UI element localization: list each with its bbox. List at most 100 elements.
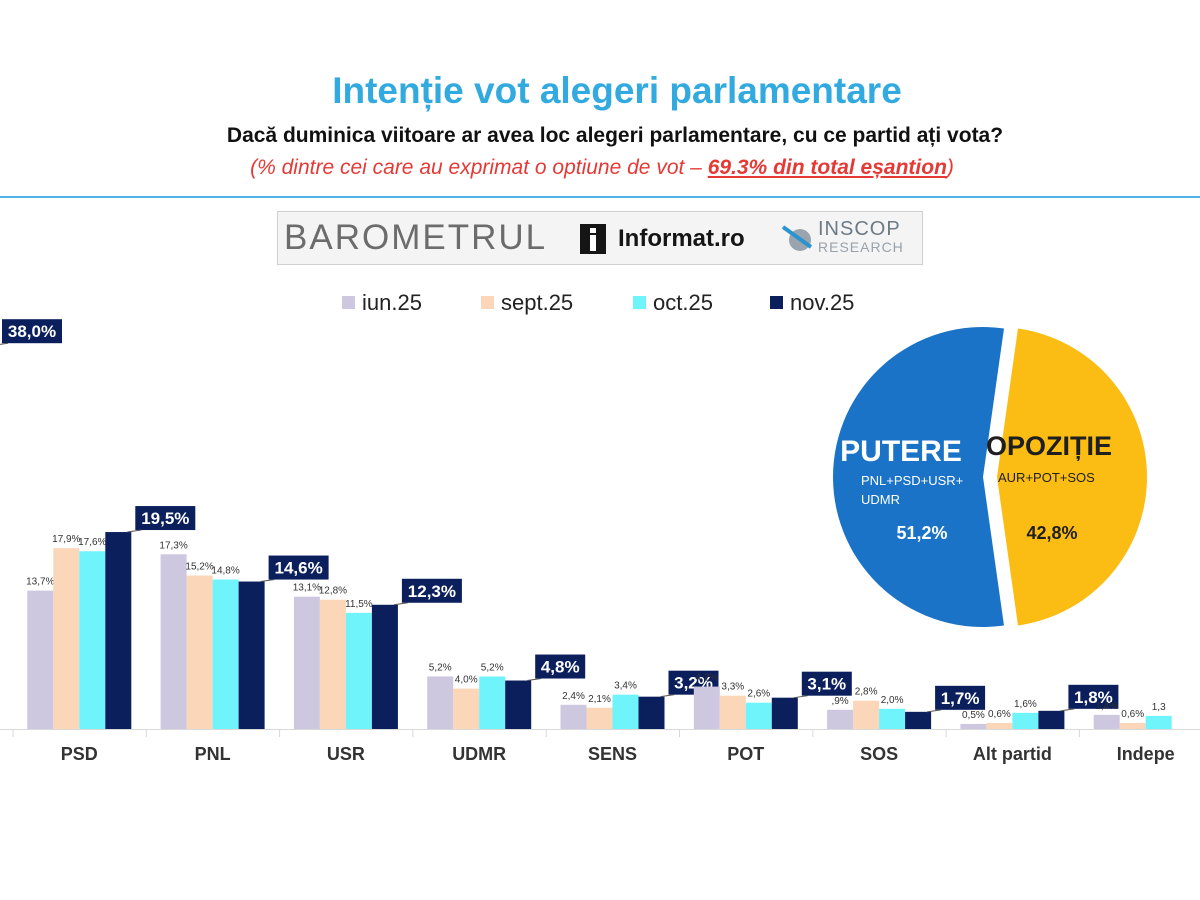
- data-label-box-udmr-nov: [535, 654, 586, 679]
- bar-alt-partid-nov: [1038, 710, 1065, 729]
- legend-label-oct: oct.25: [653, 290, 713, 315]
- leader-pot-nov: [793, 695, 808, 699]
- bar-pnl-oct: [212, 579, 239, 729]
- leader-sos-nov: [927, 709, 942, 713]
- pie-slice-putere: [833, 327, 1004, 627]
- pie-value-opozitie: 42,8%: [1026, 523, 1077, 543]
- bar-pnl-iun: [160, 554, 187, 729]
- data-label-box-usr-nov: [401, 578, 462, 603]
- data-label-independent-oct: 1,3: [1152, 702, 1166, 713]
- x-label-udmr: UDMR: [452, 744, 506, 764]
- data-label-pnl-oct: 14,8%: [211, 566, 239, 577]
- bar-sens-iun: [560, 704, 587, 729]
- data-label-box-pot-nov: [801, 671, 852, 696]
- pie-detail-putere-line2: UDMR: [861, 492, 900, 507]
- x-label-sos: SOS: [860, 744, 898, 764]
- data-label-independent-sept: 0,6%: [1121, 709, 1144, 720]
- research-label: RESEARCH: [818, 239, 904, 255]
- x-label-pot: POT: [727, 744, 764, 764]
- data-label-usr-sept: 12,8%: [319, 586, 347, 597]
- data-label-usr-iun: 13,1%: [293, 583, 321, 594]
- data-label-aur-nov: 38,0%: [8, 322, 56, 341]
- bar-usr-oct: [345, 612, 372, 729]
- pie-detail-opozitie: AUR+POT+SOS: [998, 470, 1095, 485]
- note-highlight: 69.3% din total eșantion: [707, 156, 947, 179]
- sample-note: (% dintre cei care au exprimat o optiune…: [0, 156, 1200, 180]
- legend-swatch-nov: [770, 296, 783, 309]
- data-label-udmr-iun: 5,2%: [429, 662, 452, 673]
- bar-usr-sept: [319, 599, 346, 729]
- header-divider: [0, 196, 1200, 198]
- data-label-sens-oct: 3,4%: [614, 681, 637, 692]
- data-label-sens-sept: 2,1%: [588, 694, 611, 705]
- leader-pnl-nov: [260, 579, 275, 583]
- barometer-label: BAROMETRUL: [284, 218, 548, 257]
- bar-sens-oct: [612, 694, 639, 729]
- leader-psd-nov: [127, 529, 142, 533]
- data-label-pnl-iun: 17,3%: [159, 540, 187, 551]
- data-label-box-psd-nov: [135, 506, 196, 531]
- leader-usr-nov: [393, 602, 408, 606]
- branding-banner: BAROMETRUL Informat.ro INSCOP RESEARCH: [277, 211, 923, 265]
- bar-psd-iun: [27, 590, 54, 729]
- bar-usr-iun: [293, 596, 320, 729]
- data-label-pnl-sept: 15,2%: [185, 561, 213, 572]
- data-label-usr-oct: 11,5%: [345, 599, 373, 610]
- data-label-udmr-oct: 5,2%: [481, 662, 504, 673]
- x-label-alt-partid: Alt partid: [973, 744, 1052, 764]
- legend-label-iun: iun.25: [362, 290, 422, 315]
- x-label-usr: USR: [327, 744, 365, 764]
- bar-psd-nov: [105, 532, 132, 729]
- data-label-alt-partid-iun: 0,5%: [962, 710, 985, 721]
- x-label-independent: Indepe: [1117, 744, 1175, 764]
- leader-alt-partid-nov: [1060, 708, 1075, 712]
- bar-sos-oct: [879, 708, 906, 729]
- data-label-box-alt-partid-nov: [1068, 684, 1119, 709]
- chart-subtitle: Dacă duminica viitoare ar avea loc alege…: [226, 124, 1004, 147]
- data-label-sos-oct: 2,0%: [881, 695, 904, 706]
- legend-label-nov: nov.25: [790, 290, 855, 315]
- data-label-sos-iun: ,9%: [831, 696, 848, 707]
- legend-swatch-oct: [633, 296, 646, 309]
- data-label-pot-sept: 3,3%: [721, 682, 744, 693]
- bar-sos-nov: [905, 711, 932, 729]
- bar-sos-iun: [827, 709, 854, 729]
- bar-pot-nov: [771, 697, 798, 729]
- data-label-psd-oct: 17,6%: [78, 537, 106, 548]
- legend-swatch-iun: [342, 296, 355, 309]
- pie-slice-opozitie: [997, 328, 1148, 626]
- data-label-pnl-nov: 14,6%: [274, 559, 322, 578]
- pie-value-putere: 51,2%: [896, 523, 947, 543]
- x-label-pnl: PNL: [195, 744, 231, 764]
- bar-independent-iun: [1093, 714, 1120, 729]
- informat-logo-icon: [580, 224, 606, 254]
- chart-title: Intenție vot alegeri parlamentare: [332, 70, 902, 111]
- leader-udmr-nov: [527, 678, 542, 682]
- bar-alt-partid-oct: [1012, 712, 1039, 729]
- data-label-sos-nov: 1,7%: [941, 689, 980, 708]
- data-label-psd-iun: 13,7%: [26, 577, 54, 588]
- informat-label: Informat.ro: [618, 225, 745, 252]
- data-label-alt-partid-sept: 0,6%: [988, 709, 1011, 720]
- bar-udmr-oct: [479, 676, 506, 729]
- note-post: ): [946, 156, 954, 179]
- bar-pot-iun: [693, 686, 720, 729]
- data-label-sos-sept: 2,8%: [855, 687, 878, 698]
- leader-aur-nov: [0, 342, 9, 345]
- bar-pnl-sept: [186, 575, 213, 729]
- bar-independent-sept: [1119, 722, 1146, 729]
- data-label-pot-nov: 3,1%: [807, 675, 846, 694]
- note-pre: (% dintre cei care au exprimat o optiune…: [250, 156, 708, 179]
- legend-label-sept: sept.25: [501, 290, 574, 315]
- data-label-udmr-nov: 4,8%: [541, 658, 580, 677]
- inscop-label: INSCOP: [818, 218, 901, 240]
- bar-udmr-iun: [427, 676, 454, 729]
- leader-sens-nov: [660, 694, 675, 698]
- bar-udmr-sept: [453, 688, 480, 729]
- pie-label-opozitie: OPOZIȚIE: [986, 431, 1112, 461]
- data-label-usr-nov: 12,3%: [408, 582, 456, 601]
- data-label-box-pnl-nov: [268, 555, 329, 580]
- x-label-psd: PSD: [61, 744, 98, 764]
- data-label-pot-oct: 2,6%: [747, 689, 770, 700]
